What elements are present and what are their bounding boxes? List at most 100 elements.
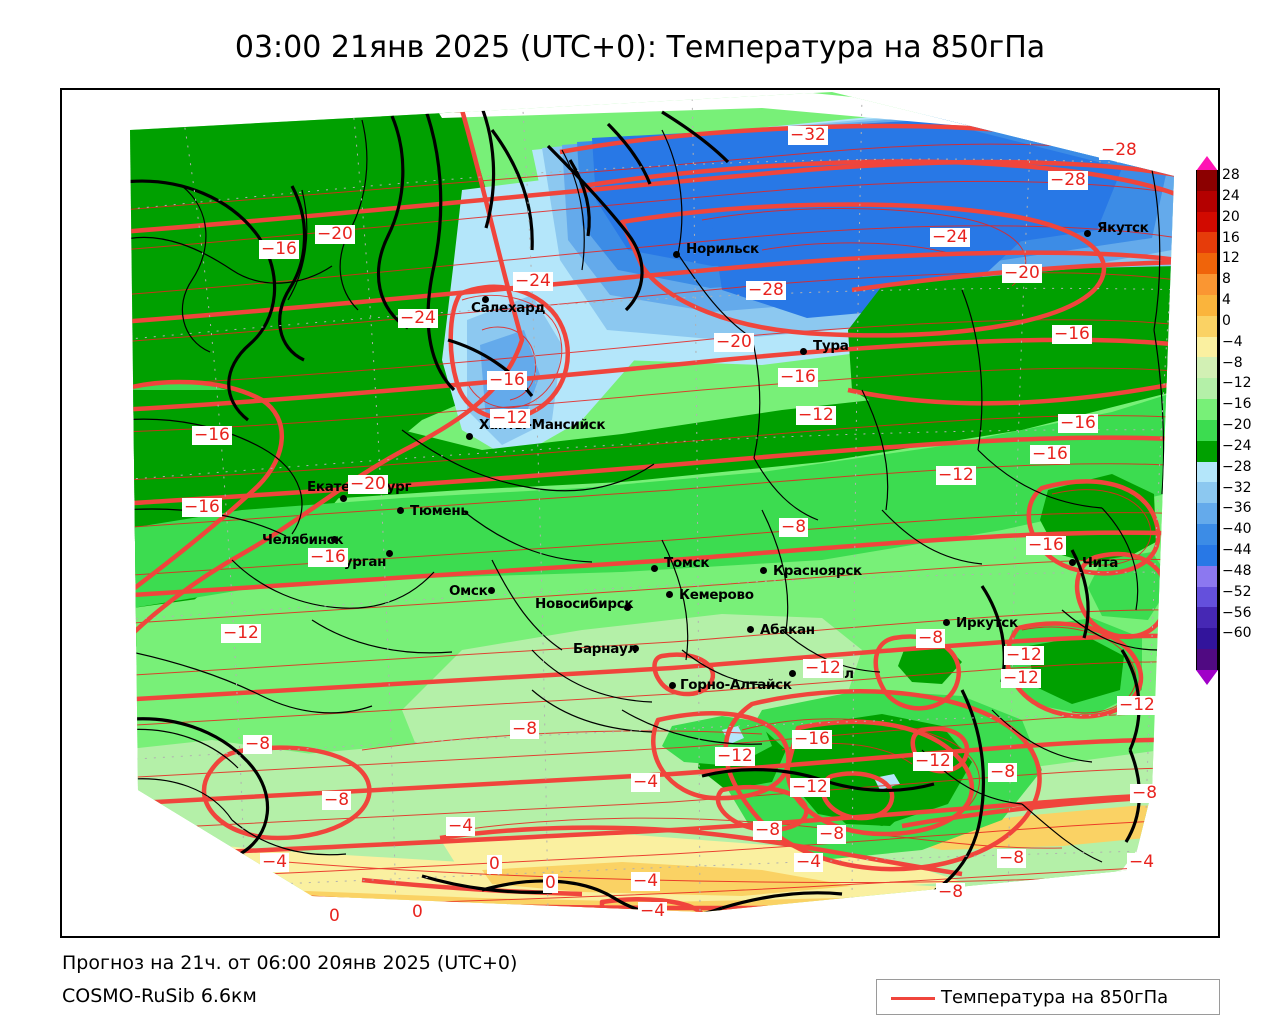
colorbar-tick: −56 [1222,604,1252,621]
city-dot [396,506,404,514]
city-dot [481,295,489,303]
city-label: Челябинск [262,532,344,548]
city-label: Якутск [1097,220,1149,236]
contour-value-label: −4 [1127,852,1157,872]
contour-value-label: −8 [988,762,1018,782]
contour-value-label: −28 [746,280,786,300]
contour-value-label: −12 [936,465,976,485]
administrative-borders [130,119,1170,863]
city-dot [1068,558,1076,566]
city-dot [623,603,631,611]
city-label: Кемерово [679,587,754,603]
contour-value-label: −16 [792,729,832,749]
colorbar-tick: 16 [1222,229,1240,246]
contour-value-label: −16 [487,370,527,390]
city-label: Абакан [760,622,815,638]
colorbar-tick: −20 [1222,417,1252,433]
city-dot [672,250,680,258]
contour-value-label: −8 [1130,783,1160,803]
colorbar-band [1196,357,1218,379]
colorbar-band [1196,586,1218,608]
colorbar-band [1196,399,1218,420]
colorbar-tick: 24 [1222,187,1240,204]
city-dot [385,549,393,557]
colorbar-tick: −40 [1222,521,1252,538]
colorbar-tick: −8 [1222,354,1243,371]
colorbar-tick: −60 [1222,625,1252,642]
colorbar-band [1196,461,1218,483]
forecast-info-line: Прогноз на 21ч. от 06:00 20янв 2025 (UTC… [62,952,518,974]
city-dot [339,494,347,502]
city-label: Тюмень [410,503,469,519]
city-dot [631,644,639,652]
contour-value-label: −28 [1099,140,1139,160]
colorbar-band [1196,190,1218,212]
colorbar-tick: −36 [1222,500,1252,517]
colorbar-tick: −32 [1222,479,1252,496]
colorbar-band [1196,649,1218,670]
colorbar-under-arrow [1196,670,1218,685]
colorbar-tick: −16 [1222,396,1252,413]
city-label: Салехард [471,300,546,316]
colorbar-band [1196,524,1218,545]
colorbar-band [1196,544,1218,566]
city-label: Чита [1082,555,1119,571]
contour-value-label: −8 [817,824,847,844]
contour-value-label: −4 [631,772,661,792]
city-label: Горно-Алтайск [680,677,792,693]
colorbar-band [1196,294,1218,316]
colorbar-tick: −28 [1222,458,1252,475]
colorbar-tick: 0 [1222,312,1231,329]
contour-value-label: −12 [715,746,755,766]
city-dot [759,566,767,574]
contour-value-label: −8 [997,848,1027,868]
city-dot [1083,229,1091,237]
city-dot [487,586,495,594]
colorbar-band [1196,232,1218,254]
contour-value-label: −20 [714,332,754,352]
legend-line-swatch [891,997,935,1000]
city-dot [465,432,473,440]
temperature-map [62,90,1218,936]
city-dot [650,564,658,572]
colorbar-tick: −44 [1222,542,1252,558]
contour-value-label: −4 [631,871,661,891]
contour-value-label: 0 [410,902,425,922]
contour-value-label: −8 [243,734,273,754]
colorbar-band [1196,378,1218,400]
colorbar-tick: −48 [1222,562,1252,579]
contour-value-label: −8 [510,719,540,739]
contour-value-label: −16 [1058,413,1098,433]
contour-value-label: −4 [446,816,476,836]
contour-value-label: −24 [513,271,553,291]
contour-value-label: −16 [778,367,818,387]
city-dot [665,590,673,598]
contour-value-label: −16 [182,497,222,517]
contour-value-label: −32 [788,125,828,145]
contour-value-label: 0 [543,873,558,893]
colorbar-tick: 4 [1222,292,1231,308]
contour-value-label: −28 [1048,170,1088,190]
contour-value-label: −8 [936,882,966,902]
colorbar-band [1196,211,1218,233]
colorbar [1196,170,1218,670]
colorbar-tick: 28 [1222,167,1240,183]
contour-value-label: 0 [327,906,342,926]
contour-value-label: −20 [1002,263,1042,283]
colorbar-tick: 20 [1222,208,1240,225]
contour-value-label: −16 [259,239,299,259]
city-dot [799,347,807,355]
city-dot [788,669,796,677]
contour-value-label: −4 [794,852,824,872]
contour-value-label: −16 [1030,444,1070,464]
contour-value-label: −4 [260,852,290,872]
colorbar-band [1196,253,1218,275]
city-label: Красноярск [773,563,862,579]
city-dot [942,618,950,626]
city-label: Томск [664,555,710,571]
city-dot [330,535,338,543]
colorbar-band [1196,274,1218,295]
map-frame: Норильск Якутск Салехард Тура Ханты-Мансийск… [60,88,1220,938]
contour-value-label: −12 [796,405,836,425]
colorbar-band [1196,628,1218,650]
